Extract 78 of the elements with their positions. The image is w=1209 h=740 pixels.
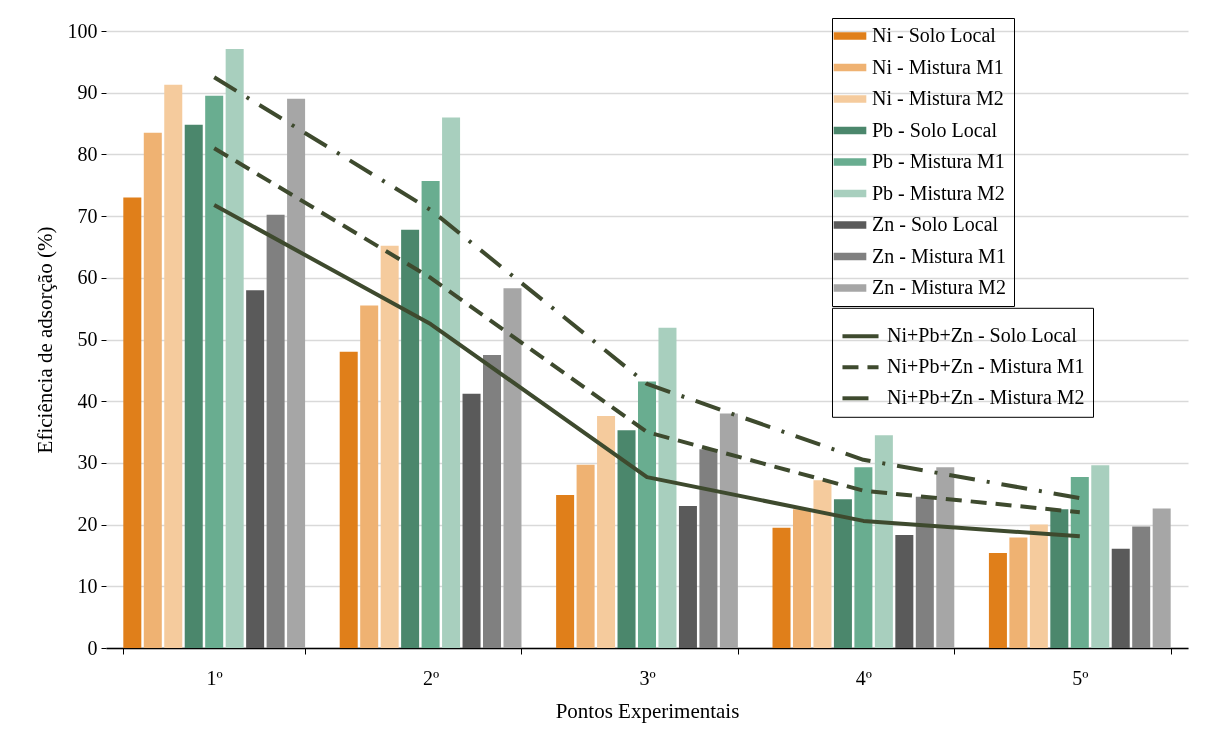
legend-label: Ni - Mistura M1 bbox=[872, 55, 1004, 78]
bar bbox=[678, 506, 697, 648]
legend-label: Ni+Pb+Zn - Solo Local bbox=[887, 324, 1078, 347]
bar bbox=[1091, 465, 1110, 648]
bar bbox=[699, 449, 718, 648]
y-tick-label: 10 bbox=[77, 574, 98, 597]
bar bbox=[637, 381, 657, 648]
bar bbox=[287, 98, 306, 648]
bar bbox=[833, 499, 852, 648]
bar bbox=[772, 527, 791, 648]
y-tick-label: 20 bbox=[77, 513, 98, 536]
y-tick-label: 90 bbox=[77, 81, 98, 104]
bar bbox=[792, 509, 811, 648]
y-tick-label: 70 bbox=[77, 204, 98, 227]
line-series bbox=[212, 202, 1082, 539]
bar bbox=[576, 464, 595, 648]
bar bbox=[205, 95, 224, 648]
x-tick-label: 5º bbox=[1072, 666, 1089, 689]
y-tick-label: 80 bbox=[77, 142, 98, 165]
line-series bbox=[212, 75, 1082, 501]
bar bbox=[1070, 477, 1089, 648]
bar bbox=[988, 552, 1007, 648]
bar bbox=[1132, 526, 1151, 648]
bar bbox=[225, 48, 244, 648]
bar bbox=[658, 327, 677, 648]
bar bbox=[164, 84, 183, 648]
bar bbox=[1152, 508, 1171, 648]
bar bbox=[597, 416, 616, 648]
y-axis-title: Eficiência de adsorção (%) bbox=[32, 226, 57, 454]
y-tick-label: 50 bbox=[77, 328, 98, 350]
legend-label: Zn - Mistura M1 bbox=[872, 244, 1006, 267]
bar bbox=[854, 467, 873, 648]
bar bbox=[1029, 524, 1048, 648]
y-tick-label: 40 bbox=[77, 389, 98, 412]
legend-label: Pb - Mistura M2 bbox=[872, 181, 1005, 204]
line-series bbox=[212, 146, 1082, 515]
legend-label: Ni - Mistura M2 bbox=[872, 87, 1004, 109]
x-tick-label: 1º bbox=[206, 666, 223, 689]
bar bbox=[556, 494, 575, 648]
bar bbox=[813, 480, 832, 648]
legend-label: Ni - Solo Local bbox=[872, 24, 997, 46]
y-tick-label: 0 bbox=[87, 636, 98, 659]
bar bbox=[421, 180, 440, 648]
legend-label: Zn - Mistura M2 bbox=[872, 276, 1006, 298]
x-axis-title: Pontos Experimentais bbox=[555, 698, 740, 723]
bar bbox=[895, 535, 914, 648]
bar bbox=[184, 124, 203, 648]
bar bbox=[143, 132, 162, 648]
legend-label: Pb - Solo Local bbox=[872, 118, 998, 141]
x-tick-label: 2º bbox=[423, 666, 440, 689]
bar bbox=[380, 245, 399, 648]
bar bbox=[462, 393, 481, 648]
bar bbox=[360, 305, 379, 648]
bar bbox=[719, 413, 738, 648]
bar bbox=[483, 354, 502, 648]
bar bbox=[874, 435, 893, 648]
bar bbox=[339, 351, 358, 648]
bar bbox=[1111, 548, 1130, 648]
y-tick-label: 100 bbox=[67, 19, 98, 42]
bar bbox=[503, 288, 522, 648]
bar bbox=[442, 117, 461, 648]
bar bbox=[936, 467, 955, 648]
legend-label: Zn - Solo Local bbox=[872, 213, 999, 235]
bar bbox=[1050, 509, 1069, 648]
y-tick-label: 60 bbox=[77, 266, 98, 289]
bar bbox=[266, 214, 285, 648]
bar bbox=[246, 290, 265, 648]
bar bbox=[123, 197, 142, 648]
legend-label: Ni+Pb+Zn - Mistura M1 bbox=[887, 355, 1085, 378]
bar bbox=[401, 229, 420, 648]
bar bbox=[915, 496, 934, 648]
x-tick-label: 4º bbox=[855, 666, 872, 689]
bar bbox=[1009, 537, 1028, 648]
x-tick-label: 3º bbox=[639, 666, 656, 689]
legend-label: Ni+Pb+Zn - Mistura M2 bbox=[887, 386, 1085, 409]
legend-label: Pb - Mistura M1 bbox=[872, 150, 1005, 172]
bar bbox=[617, 430, 636, 648]
y-tick-label: 30 bbox=[77, 451, 98, 474]
